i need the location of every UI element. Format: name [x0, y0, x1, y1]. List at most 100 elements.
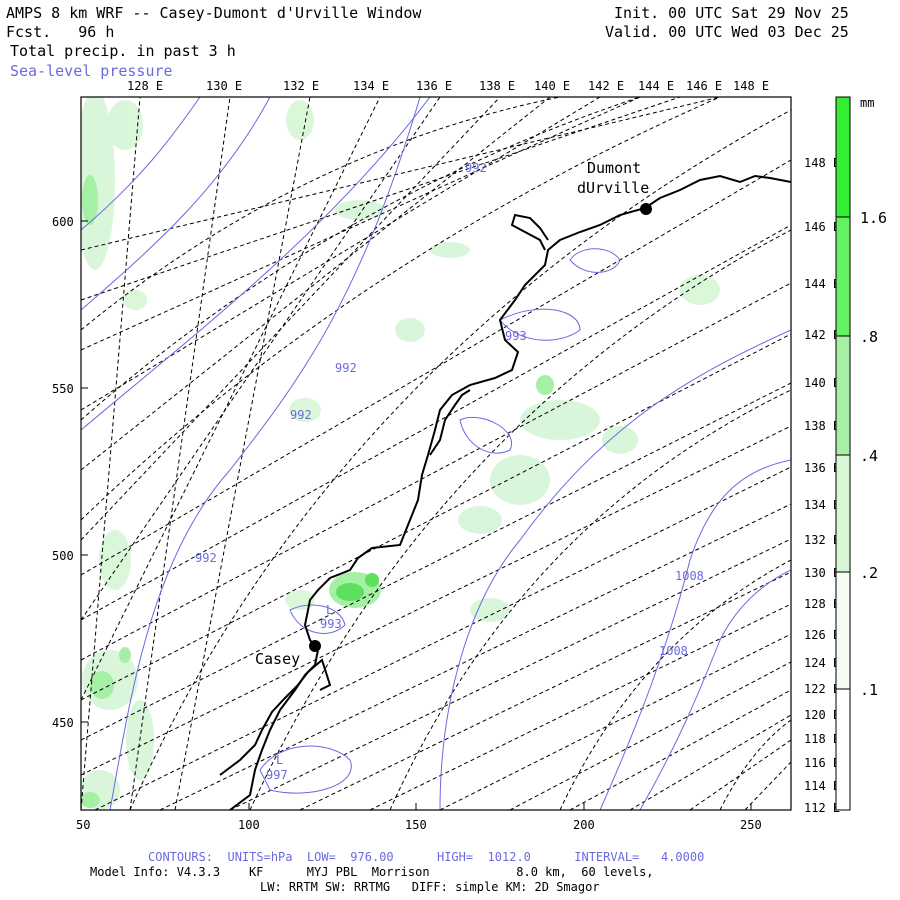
contour-label: 992 [290, 408, 312, 422]
isobar [639, 569, 791, 810]
lon-line [369, 603, 791, 810]
y-axis-label: 550 [52, 382, 74, 396]
precip-area [680, 275, 720, 305]
colorbar-swatch [835, 335, 851, 456]
top-lon-label: 134 E [353, 79, 389, 93]
x-axis-label: 100 [238, 818, 260, 832]
right-lon-label: 114 E [804, 779, 840, 793]
isobar [259, 745, 352, 794]
lon-line [81, 97, 381, 701]
overlay-name: Sea-level pressure [10, 62, 173, 80]
right-lon-label: 112 E [804, 801, 840, 815]
colorbar: mm 1.6 .8 .4 .2 .1 [835, 96, 887, 811]
y-axis-ticks [80, 220, 752, 810]
dumont-station-marker [640, 203, 652, 215]
x-axis-labels: 50 100 150 200 250 [76, 818, 762, 832]
top-lon-label: 144 E [638, 79, 674, 93]
lat-line [81, 97, 721, 521]
lat-line [81, 97, 561, 331]
physics-info: LW: RRTM SW: RRTMG DIFF: simple KM: 2D S… [260, 880, 600, 894]
precip-area [90, 671, 114, 699]
map-title: AMPS 8 km WRF -- Casey-Dumont d'Urville … [6, 4, 422, 22]
right-lon-label: 142 E [804, 328, 840, 342]
precip-area [602, 426, 638, 454]
lon-line [439, 633, 791, 810]
lon-line [81, 97, 441, 621]
lon-line [81, 333, 791, 701]
top-lon-label: 136 E [416, 79, 452, 93]
plot-area [81, 97, 791, 810]
coast-line [510, 213, 549, 251]
right-lon-label: 120 E [804, 708, 840, 722]
precip-area [286, 100, 314, 140]
precip-shading-heavy [336, 573, 379, 601]
right-lon-label: 134 E [804, 498, 840, 512]
contours-info: CONTOURS: UNITS=hPa LOW= 976.00 HIGH= 10… [148, 850, 705, 864]
precip-area [395, 318, 425, 342]
casey-station-marker [309, 640, 321, 652]
precip-area [82, 175, 98, 225]
isobar [499, 308, 581, 341]
lon-line [629, 714, 791, 810]
top-lon-label: 146 E [686, 79, 722, 93]
precip-area [365, 573, 379, 587]
valid-time: Valid. 00 UTC Wed 03 Dec 25 [605, 23, 849, 41]
coast-line [219, 658, 332, 776]
colorbar-swatch [835, 454, 851, 573]
right-lon-label: 118 E [804, 732, 840, 746]
top-lon-label: 142 E [588, 79, 624, 93]
right-lon-label: 132 E [804, 533, 840, 547]
top-lon-label: 140 E [534, 79, 570, 93]
top-lon-label: 130 E [206, 79, 242, 93]
lon-line [509, 661, 791, 810]
precip-area [119, 647, 131, 663]
lat-line [559, 559, 791, 810]
y-axis-labels: 600 550 500 450 [52, 215, 74, 730]
top-lon-label: 138 E [479, 79, 515, 93]
colorbar-label: .1 [860, 681, 878, 699]
pressure-contours [81, 97, 791, 810]
precip-area [490, 455, 550, 505]
right-lon-label: 144 E [804, 277, 840, 291]
isobar [459, 416, 513, 454]
lon-line [81, 97, 141, 810]
right-lon-label: 126 E [804, 628, 840, 642]
right-lon-label: 140 E [804, 376, 840, 390]
dumont-label-line2: dUrville [577, 179, 649, 197]
contour-label: 992 [335, 361, 357, 375]
precip-area [81, 792, 100, 808]
top-lon-label: 148 E [733, 79, 769, 93]
precip-area [99, 530, 131, 590]
colorbar-unit: mm [860, 96, 874, 110]
lat-line [389, 389, 791, 810]
colorbar-swatch [835, 216, 851, 337]
colorbar-label: .4 [860, 447, 878, 465]
contour-label: 997 [266, 768, 288, 782]
precip-area [470, 598, 510, 622]
isobar [599, 459, 791, 810]
right-lon-label: 138 E [804, 419, 840, 433]
contour-label: 1008 [675, 569, 704, 583]
colorbar-label: .2 [860, 564, 878, 582]
y-axis-label: 500 [52, 549, 74, 563]
contour-label: 992 [195, 551, 217, 565]
model-info: Model Info: V4.3.3 KF MYJ PBL Morrison 8… [90, 865, 654, 879]
top-lon-label: 132 E [283, 79, 319, 93]
lon-line [174, 97, 311, 810]
right-lon-label: 128 E [804, 597, 840, 611]
precip-area [107, 100, 143, 150]
right-lon-label: 124 E [804, 656, 840, 670]
precip-area [123, 290, 147, 310]
contour-label: 992 [465, 161, 487, 175]
low-marker: L [276, 753, 283, 767]
colorbar-swatch [835, 688, 851, 811]
right-lon-label: 116 E [804, 756, 840, 770]
forecast-hour: Fcst. 96 h [6, 23, 115, 41]
low-marker: L [326, 603, 333, 617]
precip-area [335, 200, 385, 220]
right-lon-label: 146 E [804, 220, 840, 234]
x-axis-label: 250 [740, 818, 762, 832]
right-lon-label: 136 E [804, 461, 840, 475]
lat-line [249, 229, 791, 810]
lon-line [81, 282, 791, 661]
